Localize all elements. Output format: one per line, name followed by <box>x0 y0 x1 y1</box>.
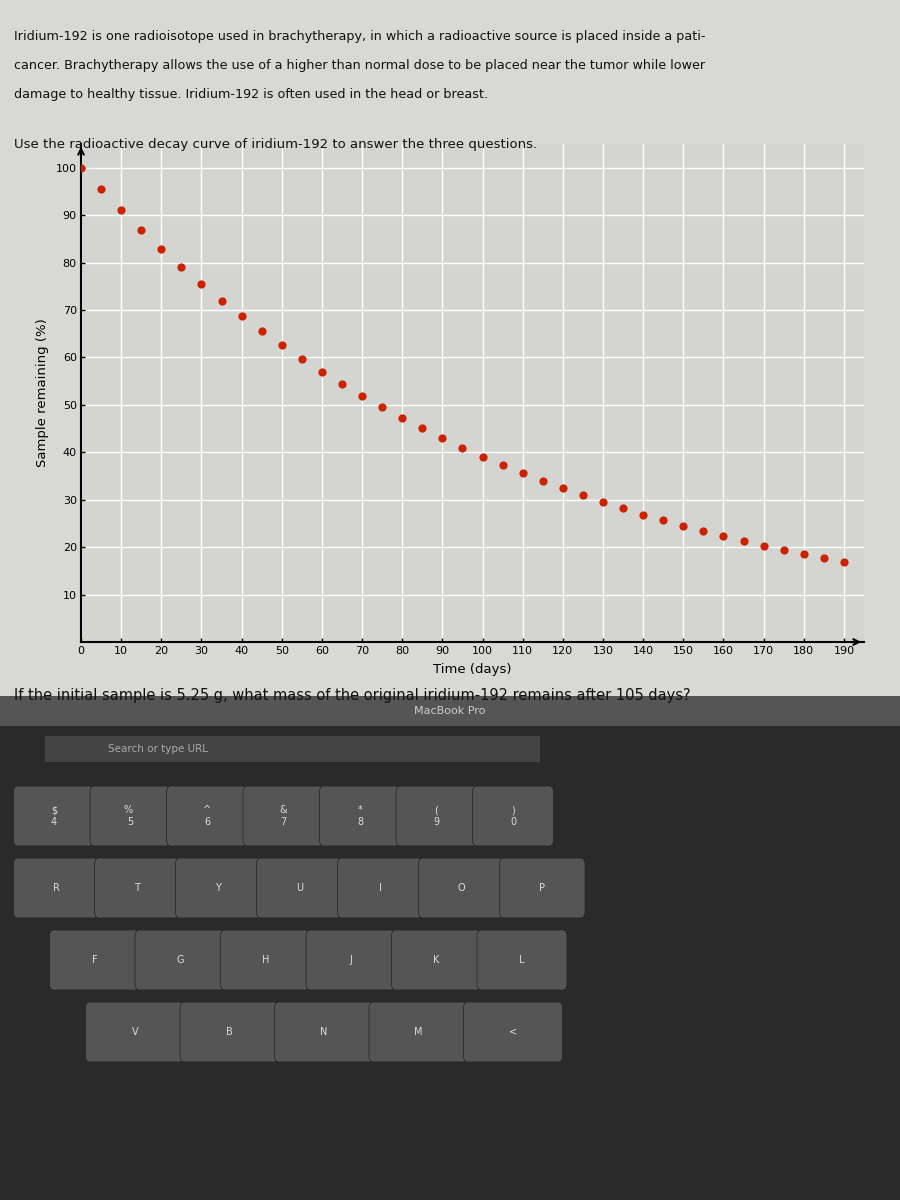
Text: Y: Y <box>215 883 221 893</box>
Text: T: T <box>134 883 140 893</box>
Point <box>315 362 329 382</box>
Point <box>114 200 129 220</box>
X-axis label: Time (days): Time (days) <box>433 664 512 676</box>
Point <box>134 221 148 240</box>
Text: % 
5: % 5 <box>124 805 137 827</box>
Point <box>375 398 390 418</box>
Point <box>656 511 670 530</box>
Text: MacBook Pro: MacBook Pro <box>414 706 486 716</box>
Text: $
4: $ 4 <box>51 805 57 827</box>
Text: V: V <box>131 1027 139 1037</box>
Point <box>576 486 590 505</box>
Text: &
7: & 7 <box>280 805 287 827</box>
Text: Iridium-192 is one radioisotope used in brachytherapy, in which a radioactive so: Iridium-192 is one radioisotope used in … <box>14 30 705 43</box>
Point <box>274 336 289 355</box>
Point <box>395 409 410 428</box>
Point <box>716 527 731 546</box>
Point <box>516 463 530 482</box>
Point <box>796 545 811 564</box>
Text: <: < <box>508 1027 518 1037</box>
Text: If the initial sample is 5.25 g, what mass of the original iridium-192 remains a: If the initial sample is 5.25 g, what ma… <box>14 688 690 702</box>
Text: cancer. Brachytherapy allows the use of a higher than normal dose to be placed n: cancer. Brachytherapy allows the use of … <box>14 59 705 72</box>
Text: O: O <box>457 883 465 893</box>
Point <box>536 472 550 491</box>
Text: N: N <box>320 1027 328 1037</box>
Point <box>335 374 349 394</box>
Text: R: R <box>53 883 59 893</box>
Point <box>495 456 509 475</box>
Point <box>234 307 248 326</box>
Text: K: K <box>433 955 440 965</box>
Point <box>455 438 470 457</box>
Point <box>154 239 168 258</box>
Text: F: F <box>92 955 97 965</box>
Point <box>194 275 209 294</box>
Text: H: H <box>262 955 269 965</box>
Text: I: I <box>379 883 382 893</box>
Point <box>676 516 690 535</box>
Point <box>697 522 711 541</box>
Point <box>436 428 450 448</box>
Text: damage to healthy tissue. Iridium-192 is often used in the head or breast.: damage to healthy tissue. Iridium-192 is… <box>14 88 488 101</box>
Text: )
0: ) 0 <box>510 805 516 827</box>
Point <box>837 553 851 572</box>
Point <box>255 322 269 341</box>
Point <box>294 349 309 368</box>
Point <box>777 541 791 560</box>
Y-axis label: Sample remaining (%): Sample remaining (%) <box>36 319 49 467</box>
Point <box>94 180 108 199</box>
Text: Use the radioactive decay curve of iridium-192 to answer the three questions.: Use the radioactive decay curve of iridi… <box>14 138 536 151</box>
Text: G: G <box>176 955 184 965</box>
Point <box>736 532 751 551</box>
Point <box>214 290 229 310</box>
Point <box>636 505 651 524</box>
Text: *
8: * 8 <box>357 805 363 827</box>
Text: B: B <box>226 1027 233 1037</box>
Text: Search or type URL: Search or type URL <box>108 744 208 754</box>
Point <box>355 386 369 406</box>
Text: (
9: ( 9 <box>434 805 439 827</box>
Text: U: U <box>296 883 302 893</box>
Text: L: L <box>519 955 525 965</box>
Point <box>616 499 630 518</box>
Text: P: P <box>539 883 545 893</box>
Point <box>816 548 831 568</box>
Text: M: M <box>414 1027 423 1037</box>
Text: J: J <box>349 955 353 965</box>
Point <box>175 257 189 276</box>
Point <box>475 446 490 466</box>
Point <box>596 492 610 511</box>
Point <box>555 479 570 498</box>
Text: ^
6: ^ 6 <box>202 805 211 827</box>
Point <box>415 419 429 438</box>
Point <box>74 158 88 178</box>
Point <box>756 536 770 556</box>
